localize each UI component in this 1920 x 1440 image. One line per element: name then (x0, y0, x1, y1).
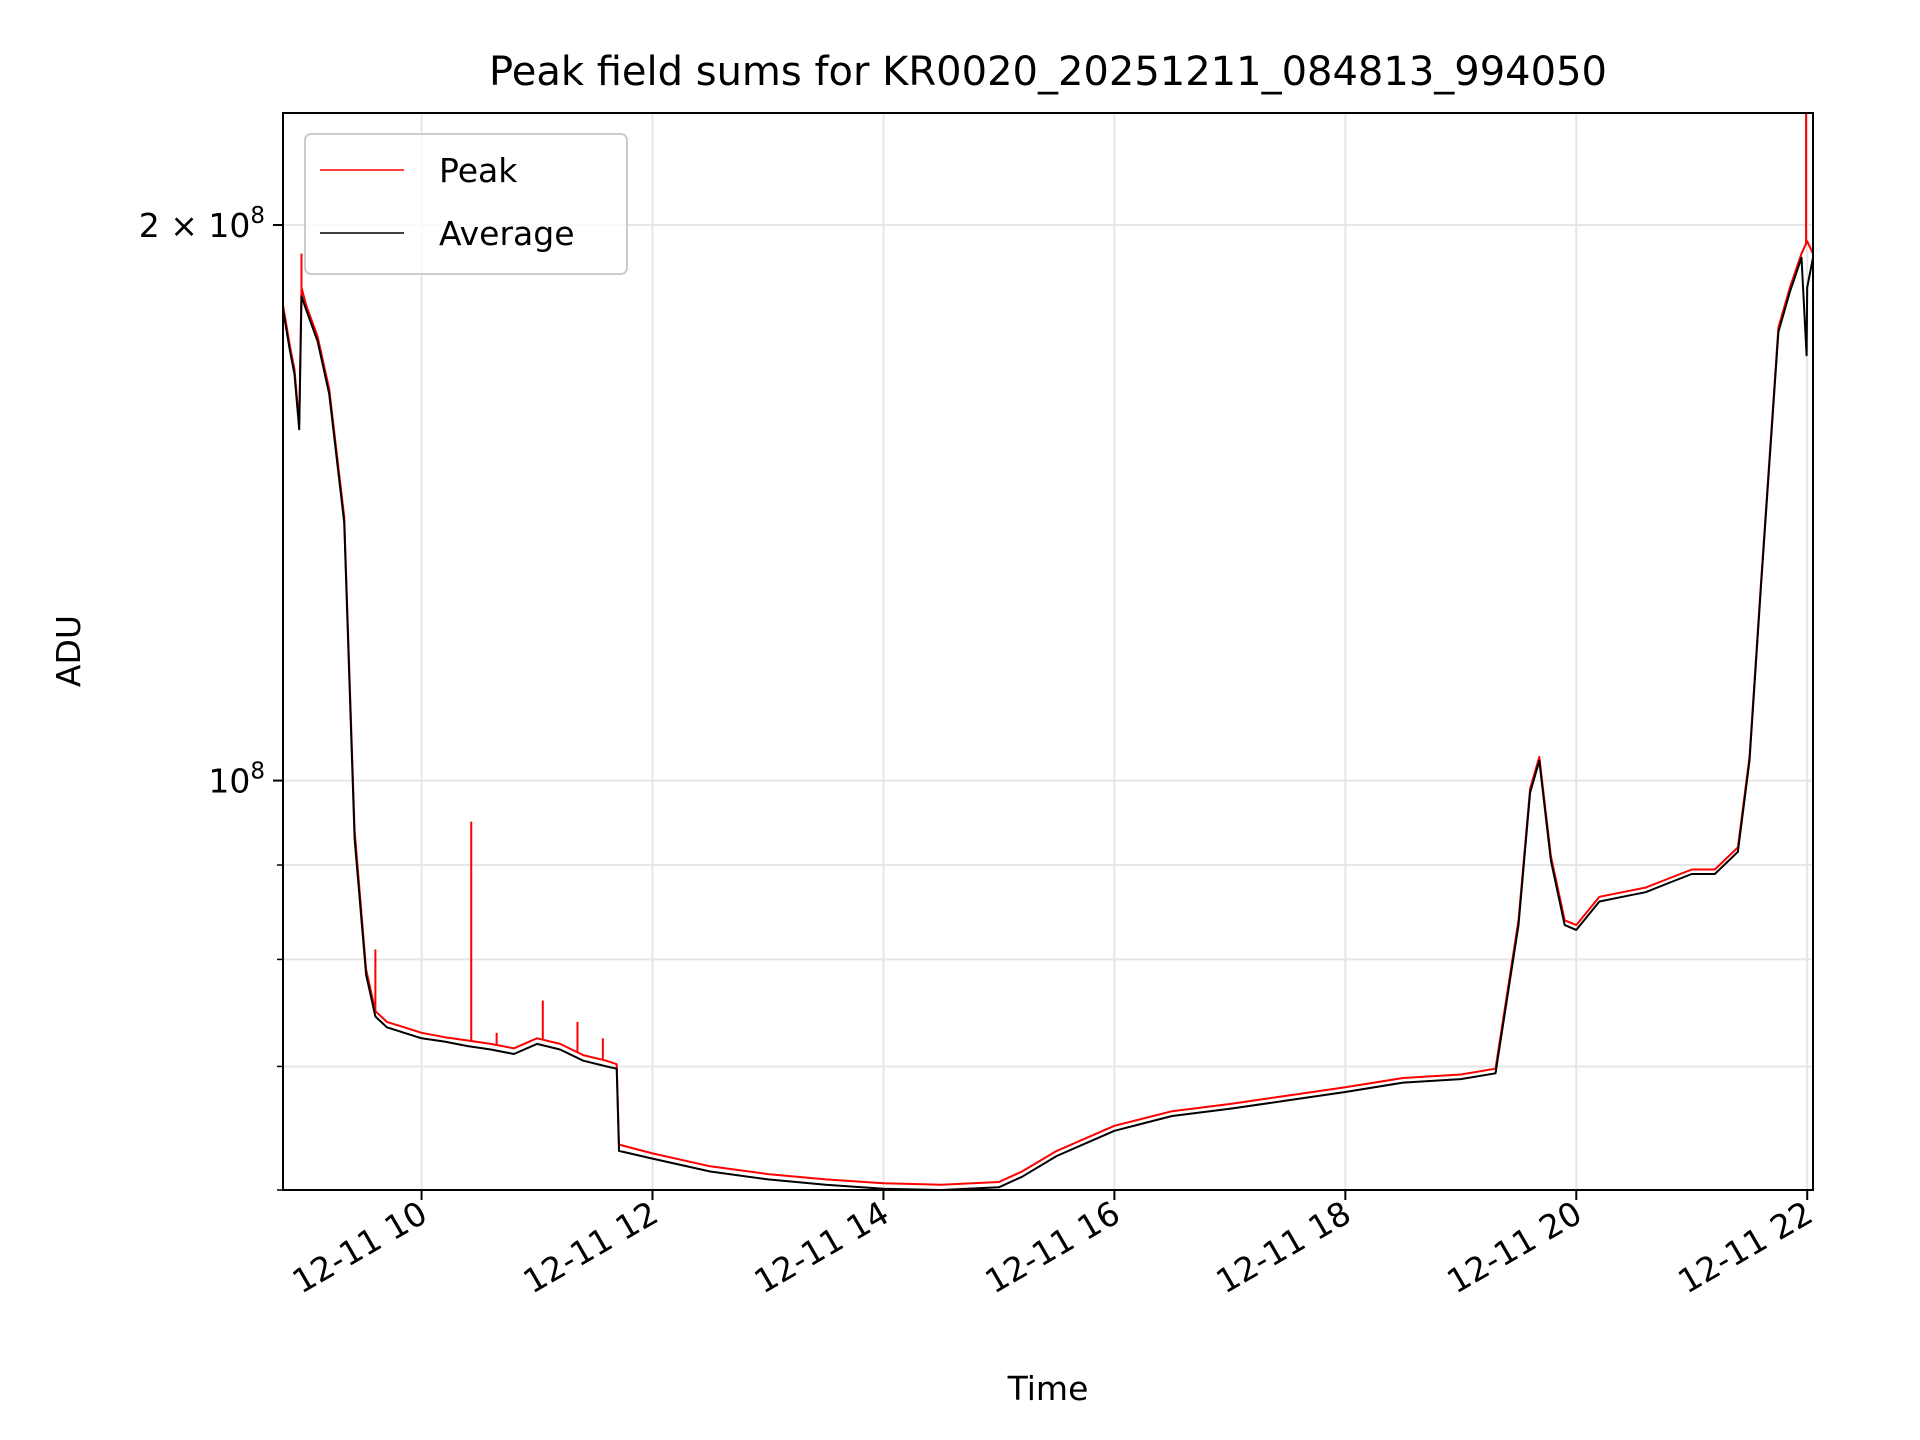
legend-box (304, 133, 628, 275)
series-clip-group (283, 113, 1813, 1190)
legend-peak-label: Peak (439, 151, 518, 190)
x-axis-label: Time (1007, 1369, 1089, 1408)
chart-title: Peak field sums for KR0020_20251211_0848… (489, 49, 1607, 95)
series-line-peak (283, 240, 1813, 1186)
plot-area-frame (282, 112, 1814, 1191)
y-axis-ticks: 108 2 × 108 (139, 203, 283, 1191)
y-axis-label: ADU (49, 615, 88, 687)
series-layer (283, 113, 1813, 1190)
y-tick-label: 2 × 108 (139, 203, 265, 245)
y-tick-label: 108 (208, 759, 265, 801)
series-line-average (283, 256, 1813, 1190)
legend-average-label: Average (439, 214, 575, 253)
legend: Peak Average (304, 133, 628, 275)
